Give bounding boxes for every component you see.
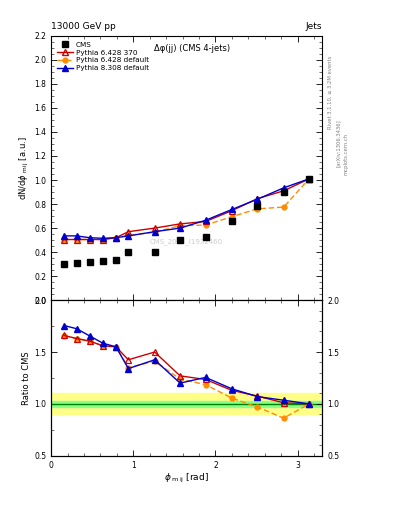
Text: 13000 GeV pp: 13000 GeV pp <box>51 22 116 31</box>
Legend: CMS, Pythia 6.428 370, Pythia 6.428 default, Pythia 8.308 default: CMS, Pythia 6.428 370, Pythia 6.428 defa… <box>55 39 151 73</box>
X-axis label: $\phi_{\rm\ m\,ij}$ [rad]: $\phi_{\rm\ m\,ij}$ [rad] <box>164 472 209 485</box>
Y-axis label: Ratio to CMS: Ratio to CMS <box>22 351 31 405</box>
Y-axis label: dN/d$\phi_{\rm\ m\,ij}$ [a.u.]: dN/d$\phi_{\rm\ m\,ij}$ [a.u.] <box>18 136 31 200</box>
Text: Δφ(jj) (CMS 4-jets): Δφ(jj) (CMS 4-jets) <box>154 44 230 53</box>
Text: [arXiv:1306.3436]: [arXiv:1306.3436] <box>336 119 341 167</box>
Text: CMS_2021_I1932460: CMS_2021_I1932460 <box>150 239 223 245</box>
Bar <box>51 401 322 407</box>
Bar <box>51 394 322 414</box>
Text: Rivet 3.1.10, ≥ 3.2M events: Rivet 3.1.10, ≥ 3.2M events <box>328 55 333 129</box>
Text: mcplots.cern.ch: mcplots.cern.ch <box>344 133 349 175</box>
Text: Jets: Jets <box>306 22 322 31</box>
